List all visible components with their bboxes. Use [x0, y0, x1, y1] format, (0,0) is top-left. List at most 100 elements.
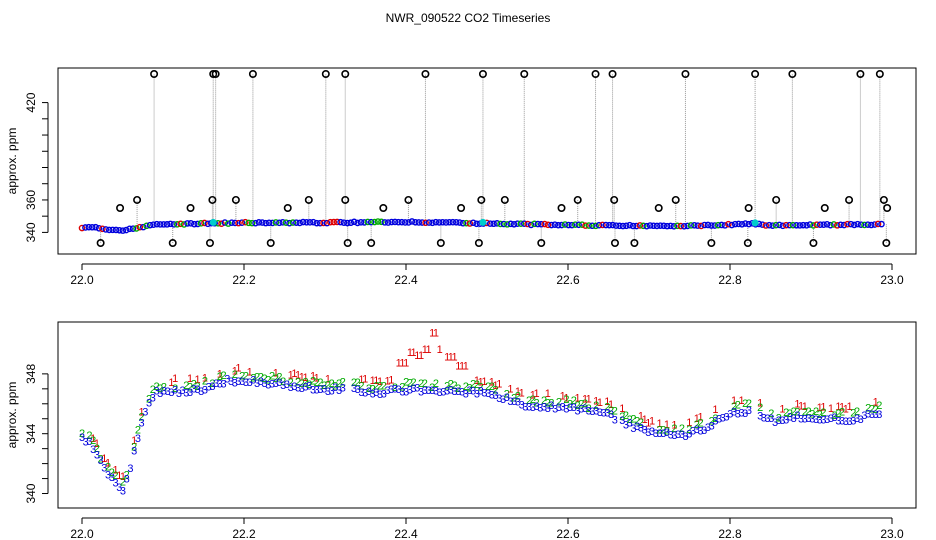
data-point-series-3: 3 — [366, 386, 372, 398]
data-point-series-1: 1 — [94, 438, 100, 450]
data-point-series-1: 1 — [105, 457, 111, 469]
bottom-y-tick-label: 348 — [24, 364, 38, 384]
data-point-series-3: 3 — [254, 378, 260, 390]
top-plot-frame — [57, 67, 917, 255]
data-point-series-3: 3 — [787, 412, 793, 424]
data-point — [561, 221, 569, 228]
data-point — [367, 218, 375, 226]
data-point-series-3: 3 — [79, 432, 85, 444]
data-point-cyan — [479, 218, 487, 226]
data-point-series-1: 1 — [731, 395, 737, 407]
data-point-series-2: 2 — [809, 408, 815, 420]
data-point — [133, 225, 140, 232]
data-point — [643, 222, 651, 230]
data-point — [779, 222, 787, 230]
data-point — [714, 221, 722, 229]
data-point-series-2: 2 — [269, 371, 275, 383]
data-point-series-2: 2 — [455, 383, 461, 395]
data-point-series-1: 1 — [515, 386, 521, 398]
data-point — [493, 220, 501, 227]
data-point — [466, 220, 474, 227]
data-point — [701, 221, 708, 229]
data-point-series-3: 3 — [720, 412, 726, 424]
data-point-series-1: 1 — [530, 390, 536, 402]
data-point-series-2: 2 — [452, 380, 458, 392]
data-point — [612, 222, 620, 229]
data-point-series-1: 1 — [314, 372, 320, 384]
data-point — [731, 220, 739, 228]
outlier-point — [231, 195, 240, 204]
outlier-point — [879, 195, 888, 204]
data-point — [136, 223, 144, 231]
data-point — [867, 221, 875, 229]
data-point-series-3: 3 — [86, 436, 92, 448]
data-point-series-1: 1 — [779, 404, 785, 416]
outlier-point — [610, 239, 619, 248]
data-point-series-3: 3 — [455, 386, 461, 398]
data-point-series-3: 3 — [329, 386, 335, 398]
data-point — [524, 220, 531, 228]
data-point-series-3: 3 — [247, 377, 253, 389]
outlier-point — [133, 195, 142, 204]
data-point-series-1: 1 — [481, 376, 487, 388]
data-point-series-2: 2 — [541, 395, 547, 407]
data-point — [231, 219, 239, 227]
data-point — [412, 218, 419, 226]
data-point-series-3: 3 — [727, 409, 733, 421]
data-point — [497, 220, 504, 228]
data-point-series-3: 3 — [321, 384, 327, 396]
data-point-series-3: 3 — [411, 383, 417, 395]
data-point-series-1: 1 — [273, 368, 279, 380]
data-point-series-3: 3 — [731, 406, 737, 418]
data-point-series-3: 3 — [180, 385, 186, 397]
data-point-series-3: 3 — [232, 378, 238, 390]
bottom-x-tick-label: 22.0 — [70, 527, 94, 540]
data-point-series-3: 3 — [90, 444, 96, 456]
data-point-series-1: 1 — [120, 471, 126, 483]
data-point-series-2: 2 — [351, 377, 357, 389]
data-point — [469, 219, 477, 227]
data-point-series-3: 3 — [381, 389, 387, 401]
data-point — [585, 222, 593, 229]
data-point — [374, 218, 382, 225]
data-point-series-2: 2 — [444, 381, 450, 393]
data-point-series-3: 3 — [355, 384, 361, 396]
data-point-series-3: 3 — [608, 409, 614, 421]
data-point-series-3: 3 — [176, 388, 182, 400]
data-point-series-3: 3 — [392, 384, 398, 396]
data-point-series-3: 3 — [530, 402, 536, 414]
data-point — [337, 218, 344, 226]
data-point — [177, 220, 184, 228]
data-point-series-3: 3 — [664, 427, 670, 439]
data-point-series-2: 2 — [221, 370, 227, 382]
data-point-series-3: 3 — [526, 402, 532, 414]
data-point-series-2: 2 — [373, 381, 379, 393]
data-point-series-3: 3 — [273, 378, 279, 390]
data-point — [650, 222, 657, 230]
data-point — [616, 222, 623, 230]
data-point-series-3: 3 — [302, 382, 308, 394]
outlier-point — [820, 204, 829, 213]
data-point-series-2: 2 — [850, 407, 856, 419]
data-point — [599, 221, 606, 229]
data-point-series-3: 3 — [351, 383, 357, 395]
data-point-series-2: 2 — [630, 413, 636, 425]
outlier-point — [845, 195, 854, 204]
data-point-series-1: 1 — [519, 387, 525, 399]
data-point-series-2: 2 — [869, 403, 875, 415]
data-point-series-3: 3 — [399, 386, 405, 398]
data-point-series-3: 3 — [161, 386, 167, 398]
data-point-series-2: 2 — [604, 401, 610, 413]
data-point-series-3: 3 — [630, 423, 636, 435]
data-point — [735, 220, 742, 228]
top-x-axis: 22.0 22.2 22.4 22.6 22.8 23.0 — [70, 263, 904, 287]
data-point-series-1: 1 — [794, 399, 800, 411]
data-point-series-2: 2 — [332, 380, 338, 392]
data-point — [721, 222, 729, 229]
data-point-series-2: 2 — [806, 406, 812, 418]
data-point — [88, 223, 96, 231]
data-point-series-2: 2 — [876, 400, 882, 412]
data-point — [286, 219, 293, 227]
data-point — [653, 222, 661, 230]
data-point-series-3: 3 — [250, 374, 256, 386]
